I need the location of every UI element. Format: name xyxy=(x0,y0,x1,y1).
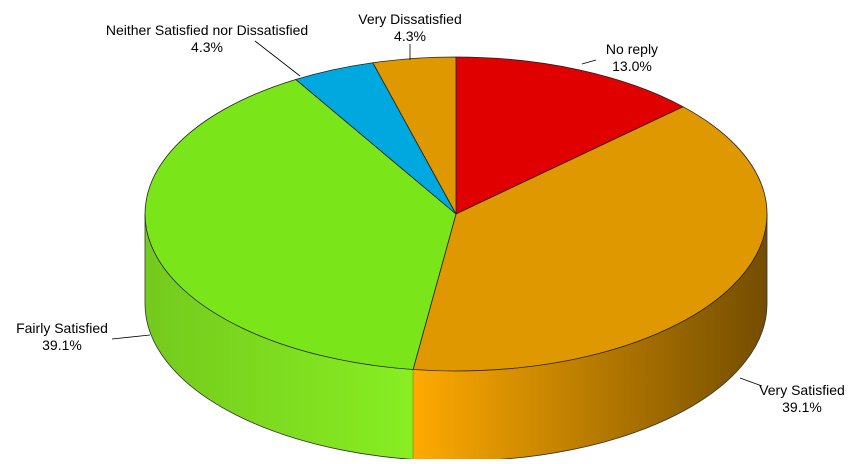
leader-line-2 xyxy=(111,334,151,340)
slice-value-label-1: 39.1% xyxy=(782,399,822,415)
slice-label-1: Very Satisfied xyxy=(759,382,845,398)
slice-value-label-4: 4.3% xyxy=(394,28,426,44)
slice-side-2 xyxy=(145,214,414,460)
slice-label-0: No reply xyxy=(606,41,658,57)
slice-label-2: Fairly Satisfied xyxy=(16,320,108,336)
pie-slice-2 xyxy=(144,79,457,370)
slice-value-label-0: 13.0% xyxy=(612,58,652,74)
slice-side-1 xyxy=(413,214,767,461)
leader-lines xyxy=(111,40,763,387)
pie-top-faces xyxy=(144,56,768,372)
slice-value-label-2: 39.1% xyxy=(42,337,82,353)
slice-label-4: Very Dissatisfied xyxy=(358,11,461,27)
pie-slice-1 xyxy=(412,106,768,372)
slice-label-3: Neither Satisfied nor Dissatisfied xyxy=(106,22,308,38)
slice-value-label-3: 4.3% xyxy=(191,39,223,55)
pie-slice-0 xyxy=(455,56,684,215)
leader-line-3 xyxy=(254,40,301,77)
leader-line-1 xyxy=(739,377,763,387)
pie-slice-4 xyxy=(372,56,457,215)
leader-line-0 xyxy=(581,59,597,65)
